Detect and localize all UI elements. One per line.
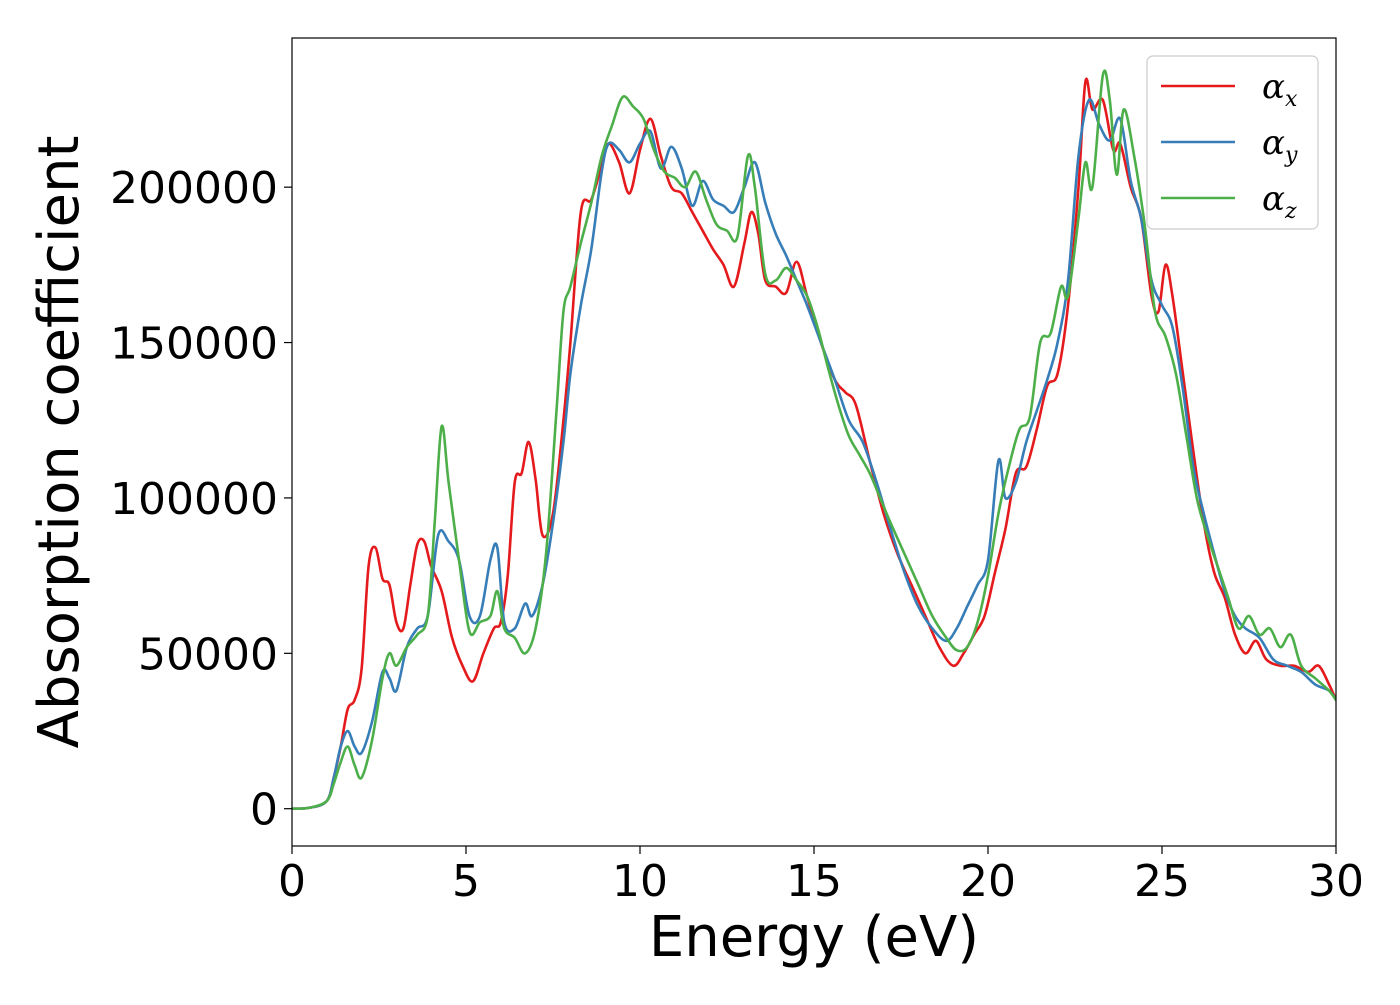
y-tick-label: 100000: [110, 474, 278, 525]
x-tick-label: 25: [1134, 856, 1190, 907]
x-tick-label: 10: [612, 856, 668, 907]
series-layer: [292, 69, 1336, 811]
x-axis: 0 5 10 15 20 25 30: [278, 846, 1364, 907]
y-axis: 0 50000 100000 150000 200000: [110, 163, 292, 836]
x-tick-label: 0: [278, 856, 306, 907]
series-line-z: [292, 69, 1336, 811]
x-tick-label: 30: [1308, 856, 1364, 907]
legend-label-y: αy: [1262, 123, 1298, 168]
y-axis-title: Absorption coefficient: [27, 136, 92, 749]
x-tick-label: 20: [960, 856, 1016, 907]
legend-label-x: αx: [1262, 67, 1298, 112]
y-tick-label: 50000: [138, 629, 278, 680]
y-tick-label: 0: [250, 785, 278, 836]
x-tick-label: 15: [786, 856, 842, 907]
x-tick-label: 5: [452, 856, 480, 907]
x-axis-title: Energy (eV): [649, 905, 979, 970]
y-tick-label: 150000: [110, 319, 278, 370]
y-tick-label: 200000: [110, 163, 278, 214]
